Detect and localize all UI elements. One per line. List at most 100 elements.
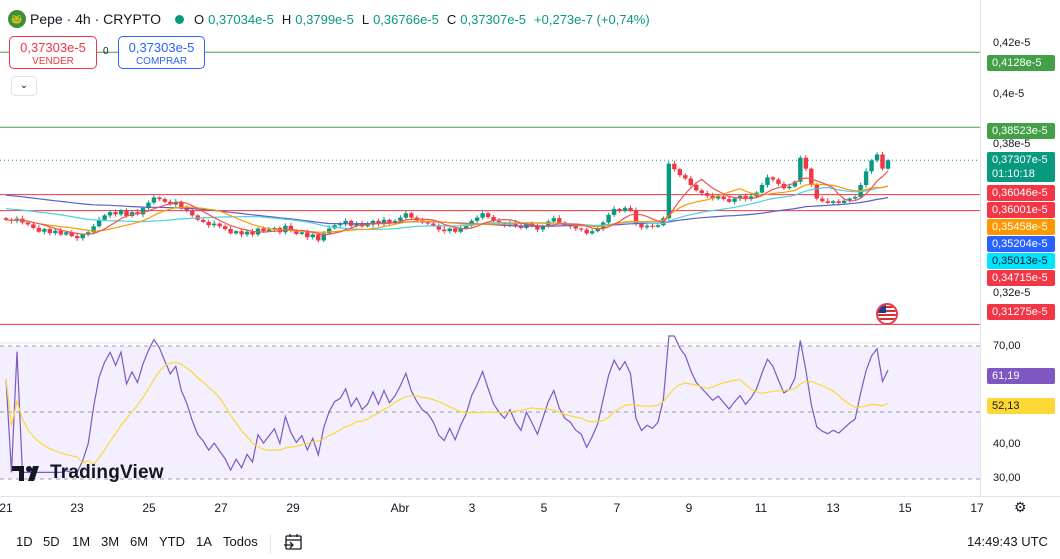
- candle-body: [606, 214, 611, 223]
- candle-body: [765, 177, 770, 185]
- rsi-ma-tag: 52,13: [987, 398, 1055, 414]
- candle-body: [403, 213, 409, 218]
- candle-body: [518, 225, 524, 228]
- candle-body: [206, 221, 211, 226]
- candle-body: [666, 163, 672, 219]
- candle-body: [310, 234, 315, 238]
- ma-50-line: [5, 183, 889, 233]
- time-tick: 21: [0, 501, 13, 515]
- date-range-icon[interactable]: [283, 531, 305, 553]
- toolbar-divider: [270, 534, 271, 554]
- price-tag-resistance: 0,38523e-5: [987, 123, 1055, 139]
- candle-body: [869, 160, 874, 172]
- candle-body: [151, 197, 157, 203]
- candle-body: [190, 210, 195, 216]
- timeframe-3m-button[interactable]: 3M: [101, 534, 120, 549]
- candle-body: [436, 225, 441, 230]
- symbol-legend: 🐸 Pepe · 4h · CRYPTO O 0,37034e-5 H 0,3799…: [8, 10, 654, 28]
- candle-body: [688, 178, 693, 185]
- ohlc-open-value: 0,37034e-5: [208, 11, 274, 27]
- time-tick: 23: [70, 501, 84, 515]
- chevron-down-icon[interactable]: ⌄: [11, 76, 37, 96]
- chart-pane[interactable]: 🐸 Pepe · 4h · CRYPTO O 0,37034e-5 H 0,3799…: [0, 0, 980, 496]
- candle-body: [474, 217, 480, 221]
- candle-body: [584, 229, 589, 234]
- candle-body: [113, 212, 118, 215]
- candle-body: [370, 220, 376, 225]
- utc-clock[interactable]: 14:49:43 UTC: [967, 534, 1048, 549]
- sell-button[interactable]: 0,37303e-5 VENDER: [9, 36, 97, 69]
- gear-icon[interactable]: ⚙: [1014, 499, 1027, 515]
- candle-body: [743, 195, 748, 200]
- price-tag-last: 0,37307e-5 01:10:18: [987, 152, 1055, 182]
- candle-body: [96, 219, 102, 227]
- price-tag-resistance: 0,4128e-5: [987, 55, 1055, 71]
- us-flag-event-icon[interactable]: [876, 303, 898, 325]
- timeframe-1y-button[interactable]: 1A: [196, 534, 212, 549]
- candle-body: [759, 184, 765, 193]
- timeframe-6m-button[interactable]: 6M: [130, 534, 149, 549]
- candle-body: [573, 226, 578, 229]
- candle-body: [463, 225, 469, 229]
- ma-20-line: [5, 170, 889, 236]
- candle-body: [343, 220, 348, 225]
- candle-body: [442, 229, 447, 232]
- buy-button[interactable]: 0,37303e-5 COMPRAR: [118, 36, 205, 69]
- candle-body: [880, 154, 885, 169]
- rsi-tick: 40,00: [993, 438, 1021, 450]
- timeframe-ytd-button[interactable]: YTD: [159, 534, 185, 549]
- candle-body: [239, 231, 244, 235]
- ohlc-low-key: L: [361, 11, 370, 27]
- pepe-coin-icon: 🐸: [8, 10, 26, 28]
- candle-body: [705, 193, 710, 196]
- time-axis[interactable]: 21 23 25 27 29 Abr 3 5 7 9 11 13 15 17 ⚙: [0, 496, 1060, 520]
- candle-body: [228, 229, 233, 234]
- tradingview-watermark[interactable]: TradingView: [12, 462, 164, 484]
- candle-body: [874, 154, 880, 161]
- price-tag-ma: 0,35204e-5: [987, 236, 1055, 252]
- candle-body: [447, 228, 452, 232]
- candle-body: [885, 160, 891, 169]
- timeframe-5d-button[interactable]: 5D: [43, 534, 60, 549]
- candle-body: [732, 198, 737, 202]
- candle-body: [655, 225, 661, 227]
- candle-body: [47, 229, 53, 234]
- candle-body: [453, 228, 458, 232]
- timeframe-all-button[interactable]: Todos: [223, 534, 258, 549]
- time-tick: Abr: [390, 501, 410, 515]
- candle-body: [299, 232, 305, 234]
- ma-100-line: [5, 185, 889, 231]
- candle-body: [91, 226, 96, 233]
- candle-body: [337, 224, 343, 226]
- price-tick: 0,38e-5: [993, 138, 1031, 150]
- candle-body: [715, 196, 721, 199]
- candle-body: [146, 202, 151, 209]
- price-axis[interactable]: 0,42e-5 0,4e-5 0,38e-5 0,32e-5 0,4128e-5…: [980, 0, 1060, 496]
- spread-value: 0: [103, 46, 109, 57]
- time-tick: 13: [826, 501, 840, 515]
- bottom-toolbar: 1D 5D 1M 3M 6M YTD 1A Todos 14:49:43 UTC: [0, 526, 1060, 559]
- candle-body: [595, 228, 600, 232]
- price-tick: 0,4e-5: [993, 88, 1025, 100]
- symbol-title[interactable]: Pepe · 4h · CRYPTO: [30, 11, 161, 27]
- price-change: +0,273e-7 (+0,74%): [534, 11, 650, 27]
- candle-body: [42, 229, 47, 232]
- candle-body: [458, 228, 463, 232]
- candle-body: [53, 230, 58, 234]
- candle-body: [776, 179, 781, 184]
- candle-body: [809, 168, 814, 185]
- candle-body: [841, 200, 847, 203]
- candle-body: [540, 225, 546, 230]
- price-tick: 0,32e-5: [993, 287, 1031, 299]
- candle-body: [85, 232, 91, 235]
- price-chart[interactable]: [0, 0, 980, 496]
- candle-body: [628, 207, 633, 211]
- candle-body: [831, 201, 836, 203]
- candle-body: [124, 209, 129, 216]
- rsi-tick: 30,00: [993, 472, 1021, 484]
- timeframe-1d-button[interactable]: 1D: [16, 534, 33, 549]
- candle-body: [107, 212, 113, 216]
- timeframe-1m-button[interactable]: 1M: [72, 534, 91, 549]
- candle-body: [431, 223, 436, 226]
- candle-body: [387, 219, 392, 224]
